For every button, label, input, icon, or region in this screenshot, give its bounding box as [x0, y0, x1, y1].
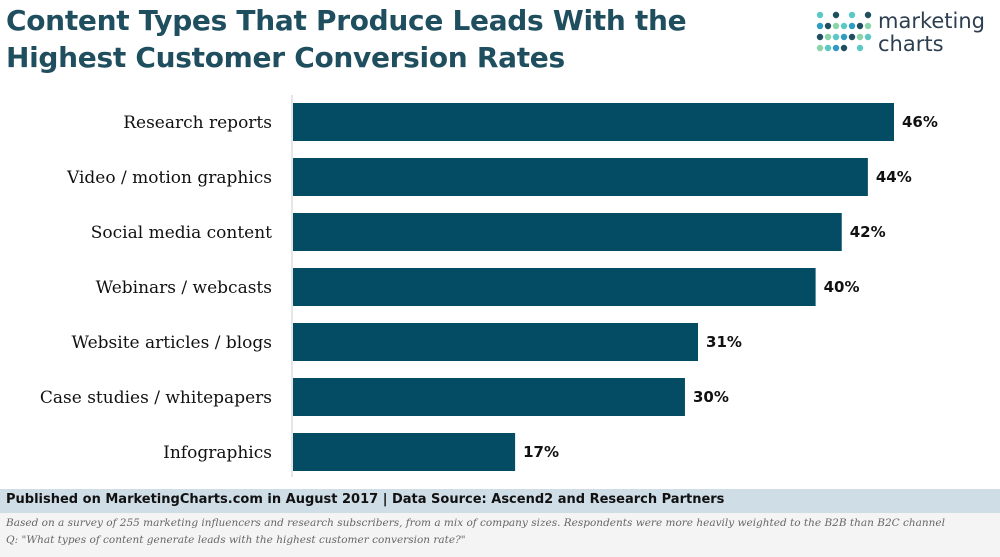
logo-dot	[816, 44, 824, 52]
value-label: 17%	[523, 443, 559, 461]
bar	[293, 433, 516, 471]
bar	[293, 213, 842, 251]
value-label: 42%	[850, 223, 886, 241]
logo-dot	[816, 11, 824, 19]
logo-dot	[864, 33, 872, 41]
logo-dot	[832, 33, 840, 41]
logo-dot	[856, 44, 864, 52]
category-label: Video / motion graphics	[66, 168, 272, 188]
value-label: 31%	[706, 333, 742, 351]
source-text: Published on MarketingCharts.com in Augu…	[6, 492, 725, 507]
survey-notes: Based on a survey of 255 marketing influ…	[0, 513, 1000, 557]
logo-dot	[832, 22, 840, 30]
category-label: Webinars / webcasts	[96, 278, 272, 298]
bar-chart: Research reports 46% Video / motion graphi…	[40, 95, 938, 477]
category-label: Research reports	[123, 113, 272, 133]
bar	[293, 158, 868, 196]
logo-dot	[832, 44, 840, 52]
logo-text: marketing charts	[878, 10, 985, 56]
logo-dot	[816, 33, 824, 41]
logo-text-line-2: charts	[878, 32, 944, 56]
bar	[293, 103, 894, 141]
logo-dot	[848, 11, 856, 19]
logo-dot	[864, 22, 872, 30]
value-label: 44%	[876, 168, 912, 186]
chart-title-line-1: Content Types That Produce Leads With th…	[6, 4, 687, 37]
chart-title-line-2: Highest Customer Conversion Rates	[6, 41, 565, 74]
category-label: Social media content	[91, 223, 272, 243]
source-bar: Published on MarketingCharts.com in Augu…	[0, 489, 1000, 513]
logo-dot	[840, 33, 848, 41]
marketing-charts-logo-icon	[816, 11, 872, 52]
logo-dot	[856, 33, 864, 41]
survey-note-line-2: Q: "What types of content generate leads…	[6, 534, 466, 546]
logo-dot	[832, 11, 840, 19]
logo-dot	[824, 44, 832, 52]
logo-dot	[824, 33, 832, 41]
logo-dot	[848, 33, 856, 41]
category-label: Case studies / whitepapers	[40, 388, 272, 408]
bar	[293, 378, 685, 416]
value-label: 46%	[902, 113, 938, 131]
logo-dot	[848, 22, 856, 30]
survey-note-line-1: Based on a survey of 255 marketing influ…	[6, 517, 946, 529]
value-label: 30%	[693, 388, 729, 406]
logo-dot	[840, 44, 848, 52]
value-label: 40%	[824, 278, 860, 296]
logo-dot	[856, 22, 864, 30]
category-label: Website articles / blogs	[72, 333, 272, 353]
logo-text-line-1: marketing	[878, 9, 985, 33]
logo-dot	[864, 11, 872, 19]
bar	[293, 323, 699, 361]
logo-dot	[816, 22, 824, 30]
category-label: Infographics	[163, 443, 272, 463]
logo-dot	[824, 22, 832, 30]
chart-title: Content Types That Produce Leads With th…	[6, 2, 786, 76]
bar	[293, 268, 816, 306]
logo-dot	[840, 22, 848, 30]
